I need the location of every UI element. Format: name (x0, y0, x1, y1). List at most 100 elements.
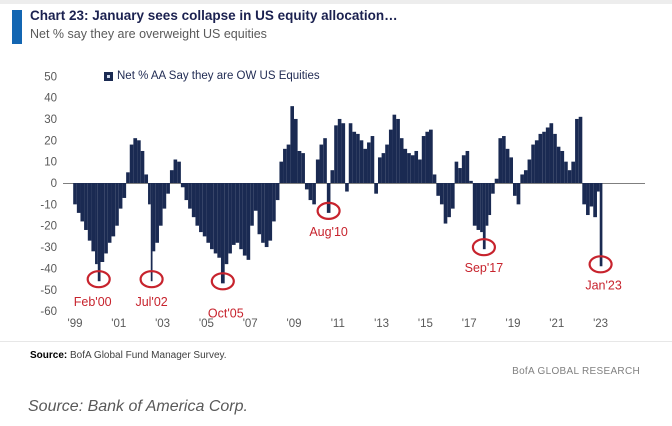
bar (596, 183, 600, 192)
y-tick-label: -30 (40, 242, 57, 254)
page-top-strip (0, 0, 672, 4)
bar (301, 153, 305, 183)
bar (87, 183, 92, 241)
bar (137, 140, 141, 183)
y-tick-label: 30 (44, 114, 57, 126)
bar (107, 183, 112, 243)
bar (275, 183, 280, 201)
bar (228, 183, 232, 254)
bar (286, 144, 291, 183)
bar (385, 144, 389, 183)
bar (180, 183, 185, 188)
bar (505, 148, 510, 183)
bar (443, 183, 448, 224)
y-tick-label: -20 (40, 221, 57, 233)
bar (564, 161, 568, 183)
source-label: Source: (30, 350, 68, 361)
bar (425, 131, 430, 183)
bar (370, 136, 375, 183)
bar (177, 161, 181, 183)
bar (578, 116, 583, 183)
source-line: Source: BofA Global Fund Manager Survey. (30, 350, 227, 361)
bar (407, 153, 411, 183)
bar (571, 161, 576, 183)
outer-caption: Source: Bank of America Corp. (28, 398, 248, 415)
bar (231, 183, 236, 245)
x-tick-label: '07 (243, 318, 258, 330)
bar (461, 155, 466, 183)
bar (374, 183, 378, 194)
bar (538, 133, 543, 183)
bar (297, 150, 302, 183)
bar (356, 133, 360, 183)
bar (246, 183, 251, 260)
bar (264, 183, 269, 248)
bar (582, 183, 587, 205)
bar (432, 174, 437, 183)
bar (599, 183, 603, 267)
bar (129, 144, 134, 183)
bar (202, 183, 207, 237)
x-tick-label: '23 (593, 318, 608, 330)
bar (494, 178, 499, 183)
bar (403, 148, 408, 183)
bar (392, 114, 397, 183)
bar (173, 159, 178, 183)
bar (381, 153, 386, 183)
annotation-label: Aug'10 (309, 225, 348, 239)
bar (95, 183, 98, 265)
x-tick-label: '09 (287, 318, 302, 330)
x-tick-label: '01 (111, 318, 126, 330)
bar (191, 183, 196, 218)
bar (133, 138, 138, 183)
chart-title: Chart 23: January sees collapse in US eq… (30, 8, 398, 23)
bar (162, 183, 167, 209)
bar (220, 183, 225, 284)
bar (575, 118, 579, 183)
bar (337, 118, 342, 183)
bar (250, 183, 254, 226)
bar (567, 170, 572, 183)
annotation-circle (471, 238, 496, 257)
bar (290, 106, 294, 183)
bar (80, 183, 85, 222)
annotation-circle (316, 201, 341, 220)
bar (330, 170, 335, 183)
bar (144, 174, 149, 183)
bar (97, 183, 101, 282)
bar (359, 140, 364, 183)
bar (195, 183, 200, 226)
bar (469, 180, 473, 183)
bar (166, 183, 170, 194)
bar (334, 125, 338, 183)
bar (553, 133, 557, 183)
bar (485, 183, 489, 226)
bar (458, 168, 462, 183)
bar (516, 183, 521, 205)
bar (304, 183, 309, 190)
bar (414, 150, 419, 183)
bar (84, 183, 88, 230)
bar (169, 170, 174, 183)
bar (498, 138, 503, 183)
bar (447, 183, 451, 218)
bar (345, 183, 349, 192)
y-tick-label: 10 (44, 157, 57, 169)
bar (482, 183, 486, 250)
bar (126, 172, 130, 183)
y-tick-label: -10 (40, 199, 57, 211)
bar (272, 183, 276, 222)
annotation-label: Oct'05 (208, 306, 244, 320)
bar (91, 183, 96, 252)
source-text: BofA Global Fund Manager Survey. (67, 350, 227, 361)
bar (100, 183, 105, 262)
bar (253, 183, 258, 211)
bar (502, 136, 506, 183)
bar (155, 183, 159, 243)
bar (199, 183, 203, 233)
bar (531, 144, 535, 183)
bar (188, 183, 192, 209)
x-tick-label: '05 (199, 318, 214, 330)
bar (206, 183, 211, 243)
